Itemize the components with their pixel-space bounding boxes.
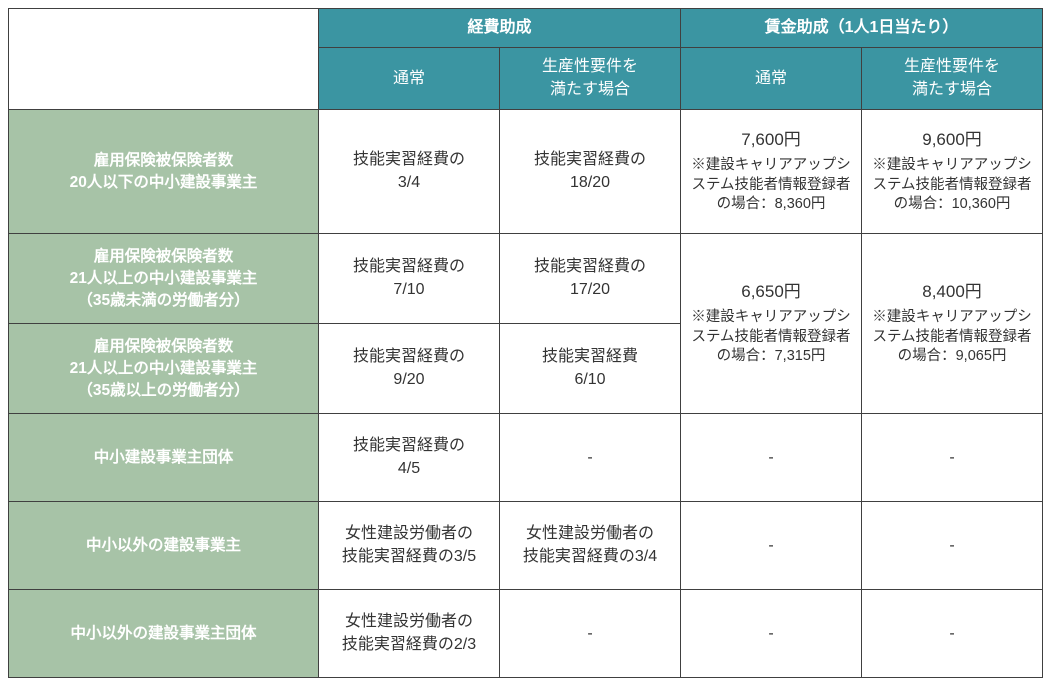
header-group-wage: 賃金助成（1人1日当たり） <box>681 9 1043 48</box>
header-blank <box>9 9 319 110</box>
note: ※建設キャリアアップシステム技能者情報登録者の場合：9,065円 <box>868 308 1036 367</box>
table-row: 雇用保険被保険者数21人以上の中小建設事業主（35歳未満の労働者分） 技能実習経… <box>9 234 1043 324</box>
cell: - <box>862 414 1043 502</box>
cell: 6,650円 ※建設キャリアアップシステム技能者情報登録者の場合：7,315円 <box>681 234 862 414</box>
amount: 9,600円 <box>868 128 1036 152</box>
cell: - <box>862 502 1043 590</box>
cell: 技能実習経費の17/20 <box>500 234 681 324</box>
table-row: 中小以外の建設事業主 女性建設労働者の技能実習経費の3/5 女性建設労働者の技能… <box>9 502 1043 590</box>
cell: - <box>862 590 1043 678</box>
table-row: 中小建設事業主団体 技能実習経費の4/5 - - - <box>9 414 1043 502</box>
cell: 7,600円 ※建設キャリアアップシステム技能者情報登録者の場合：8,360円 <box>681 110 862 234</box>
header-sub-productivity-1: 生産性要件を満たす場合 <box>500 48 681 110</box>
cell: 技能実習経費の7/10 <box>319 234 500 324</box>
cell: 技能実習経費の9/20 <box>319 324 500 414</box>
note: ※建設キャリアアップシステム技能者情報登録者の場合：8,360円 <box>687 156 855 215</box>
cell: 女性建設労働者の技能実習経費の3/4 <box>500 502 681 590</box>
cell: - <box>681 590 862 678</box>
header-sub-normal-1: 通常 <box>319 48 500 110</box>
cell: - <box>500 590 681 678</box>
subsidy-table: 経費助成 賃金助成（1人1日当たり） 通常 生産性要件を満たす場合 通常 生産性… <box>8 8 1043 678</box>
row-label: 中小以外の建設事業主団体 <box>9 590 319 678</box>
cell: 8,400円 ※建設キャリアアップシステム技能者情報登録者の場合：9,065円 <box>862 234 1043 414</box>
cell: 技能実習経費の18/20 <box>500 110 681 234</box>
row-label: 中小以外の建設事業主 <box>9 502 319 590</box>
header-sub-productivity-2: 生産性要件を満たす場合 <box>862 48 1043 110</box>
cell: 9,600円 ※建設キャリアアップシステム技能者情報登録者の場合：10,360円 <box>862 110 1043 234</box>
row-label: 中小建設事業主団体 <box>9 414 319 502</box>
cell: 技能実習経費の4/5 <box>319 414 500 502</box>
amount: 7,600円 <box>687 128 855 152</box>
cell: 技能実習経費の3/4 <box>319 110 500 234</box>
cell: - <box>681 502 862 590</box>
cell: - <box>681 414 862 502</box>
table-row: 雇用保険被保険者数20人以下の中小建設事業主 技能実習経費の3/4 技能実習経費… <box>9 110 1043 234</box>
row-label: 雇用保険被保険者数21人以上の中小建設事業主（35歳以上の労働者分） <box>9 324 319 414</box>
note: ※建設キャリアアップシステム技能者情報登録者の場合：10,360円 <box>868 156 1036 215</box>
header-sub-normal-2: 通常 <box>681 48 862 110</box>
table-row: 中小以外の建設事業主団体 女性建設労働者の技能実習経費の2/3 - - - <box>9 590 1043 678</box>
row-label: 雇用保険被保険者数21人以上の中小建設事業主（35歳未満の労働者分） <box>9 234 319 324</box>
cell: 女性建設労働者の技能実習経費の3/5 <box>319 502 500 590</box>
note: ※建設キャリアアップシステム技能者情報登録者の場合：7,315円 <box>687 308 855 367</box>
cell: 技能実習経費6/10 <box>500 324 681 414</box>
amount: 6,650円 <box>687 280 855 304</box>
cell: 女性建設労働者の技能実習経費の2/3 <box>319 590 500 678</box>
header-group-expense: 経費助成 <box>319 9 681 48</box>
row-label: 雇用保険被保険者数20人以下の中小建設事業主 <box>9 110 319 234</box>
amount: 8,400円 <box>868 280 1036 304</box>
cell: - <box>500 414 681 502</box>
